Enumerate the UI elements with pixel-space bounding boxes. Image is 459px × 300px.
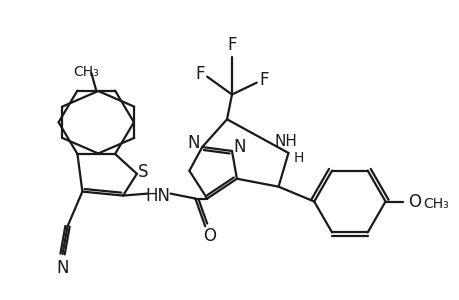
Text: F: F — [195, 65, 205, 83]
Text: HN: HN — [145, 187, 170, 205]
Text: CH₃: CH₃ — [422, 196, 448, 211]
Text: N: N — [233, 138, 246, 156]
Text: H: H — [293, 151, 303, 165]
Text: F: F — [227, 36, 236, 54]
Text: F: F — [258, 71, 268, 89]
Text: O: O — [202, 227, 215, 245]
Text: O: O — [408, 193, 420, 211]
Text: CH₃: CH₃ — [73, 65, 99, 79]
Text: S: S — [137, 163, 148, 181]
Text: NH: NH — [274, 134, 296, 149]
Text: N: N — [187, 134, 199, 152]
Text: N: N — [56, 259, 69, 277]
